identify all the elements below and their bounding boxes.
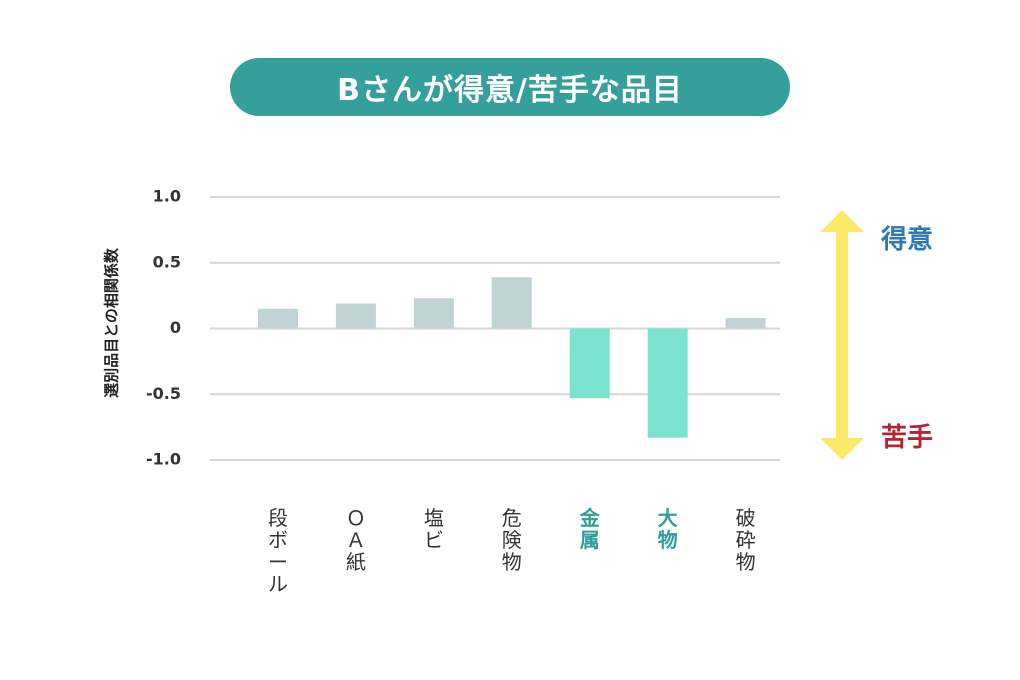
category-label: ＯＡ紙: [346, 506, 366, 574]
good-bad-arrow: [820, 210, 864, 460]
category-labels: 段ボール ＯＡ紙 塩ビ 危険物 金属 大物 破砕物: [268, 506, 756, 596]
y-tick-label: 0.5: [153, 252, 181, 271]
bar-1: [258, 308, 298, 329]
bar-4: [491, 277, 532, 329]
category-label: 大物: [658, 506, 678, 552]
chart-title: Bさんが得意/苦手な品目: [337, 73, 683, 108]
bar-5: [569, 328, 610, 399]
category-label: 段ボール: [268, 506, 288, 596]
bar-2: [335, 303, 376, 329]
y-tick-label: 1.0: [153, 187, 181, 206]
double-arrow-icon: [820, 210, 864, 460]
y-axis-label: 選別品目との相関係数: [103, 247, 121, 398]
bars: [258, 277, 766, 438]
bar-6: [647, 328, 688, 438]
chart-title-pill: Bさんが得意/苦手な品目: [230, 58, 790, 116]
y-tick-label: -1.0: [146, 450, 181, 469]
y-tick-label: -0.5: [146, 384, 181, 403]
bad-annotation: 苦手: [881, 423, 933, 453]
category-label: 破砕物: [736, 506, 756, 574]
y-axis-ticks: 1.0 0.5 0 -0.5 -1.0: [146, 187, 181, 469]
category-label: 危険物: [502, 506, 522, 574]
category-label: 塩ビ: [424, 506, 444, 552]
good-annotation: 得意: [880, 224, 933, 255]
bar-7: [725, 317, 766, 329]
bar-3: [413, 298, 454, 329]
category-label: 金属: [579, 506, 601, 552]
y-tick-label: 0: [170, 318, 181, 337]
